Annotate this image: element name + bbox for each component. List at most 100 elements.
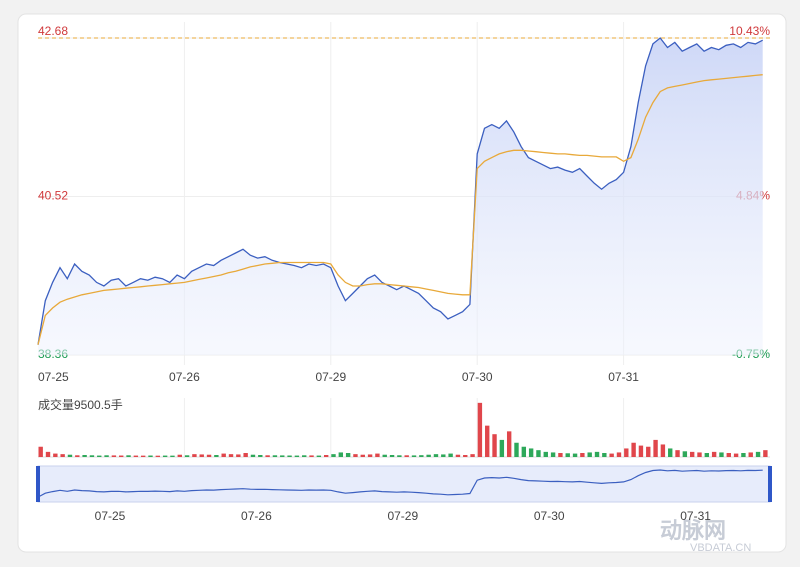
volume-bar (104, 455, 109, 457)
volume-bar (60, 454, 65, 457)
volume-bar (536, 450, 541, 457)
volume-bar (433, 454, 439, 457)
navigator-label: 07-30 (534, 509, 565, 523)
volume-bar (477, 402, 483, 457)
volume-bar (455, 454, 461, 457)
y-tick-label: 42.68 (38, 24, 68, 38)
volume-bar (170, 455, 175, 457)
volume-bar (609, 453, 614, 457)
volume-bar (668, 448, 673, 457)
volume-bar (580, 453, 585, 457)
volume-bar (75, 455, 80, 457)
volume-bar (697, 452, 702, 457)
navigator-label: 07-25 (95, 509, 126, 523)
volume-bar (184, 455, 190, 457)
volume-bar (287, 455, 292, 457)
volume-bar (411, 455, 417, 457)
volume-bar (646, 446, 651, 457)
volume-bar (382, 454, 387, 457)
volume-bar (543, 451, 548, 457)
volume-bar (397, 455, 402, 457)
volume-bar (565, 453, 570, 457)
volume-bar (38, 446, 43, 457)
y2-tick-label: 10.43% (729, 24, 770, 38)
volume-bar (331, 454, 336, 457)
volume-bar (682, 451, 688, 457)
volume-bar (602, 453, 607, 457)
volume-bar (89, 455, 95, 457)
volume-bar (199, 454, 204, 457)
navigator-line (37, 469, 763, 498)
volume-bar (177, 454, 182, 457)
volume-bar (704, 453, 710, 457)
volume-bar (338, 452, 344, 457)
volume-bar (250, 454, 256, 457)
volume-bar (323, 455, 329, 457)
volume-bar (755, 451, 761, 457)
watermark: VBDATA.CN (690, 542, 751, 554)
volume-bar (624, 448, 629, 457)
volume-bar (689, 451, 695, 457)
volume-bar (133, 455, 139, 457)
volume-bar (733, 453, 739, 457)
volume-bar (258, 455, 263, 457)
volume-bar (653, 439, 658, 457)
volume-bar (360, 454, 365, 457)
navigator-label: 07-31 (680, 509, 711, 523)
volume-bar (228, 454, 234, 457)
volume-bar (214, 455, 219, 457)
volume-bar (404, 455, 409, 457)
volume-bar (97, 455, 102, 457)
volume-bar (748, 452, 753, 457)
volume-bar (155, 455, 161, 457)
series-line (37, 74, 763, 345)
volume-bar (719, 452, 724, 457)
volume-bar (389, 455, 395, 457)
volume-bar (316, 455, 322, 457)
card (17, 13, 787, 553)
volume-bar (294, 455, 300, 457)
volume-bar (82, 455, 87, 457)
series-line (37, 37, 763, 345)
volume-bar (272, 455, 278, 457)
navigator-handle (768, 466, 772, 502)
volume-bar (367, 454, 373, 457)
volume-bar (111, 455, 117, 457)
volume-bar (236, 454, 241, 457)
volume-bar (711, 451, 717, 457)
volume-bar (675, 450, 680, 457)
volume-bar (192, 454, 197, 457)
volume-bar (280, 455, 285, 457)
volume-bar (375, 453, 380, 457)
volume-bar (638, 445, 644, 457)
volume-bar (53, 453, 58, 457)
navigator-handle (36, 466, 40, 502)
navigator-label: 07-29 (387, 509, 418, 523)
volume-bar (726, 453, 731, 457)
x-tick-label: 07-29 (315, 370, 346, 384)
volume-bar (419, 455, 424, 457)
volume-bar (763, 450, 768, 457)
volume-bar (243, 453, 248, 457)
x-tick-label: 07-30 (462, 370, 493, 384)
volume-bar (463, 455, 468, 457)
x-tick-label: 07-26 (169, 370, 200, 384)
volume-bar (660, 444, 666, 457)
volume-bar (587, 452, 592, 457)
volume-bar (148, 455, 153, 457)
volume-bar (345, 453, 351, 457)
volume-bar (741, 453, 746, 457)
volume-bar (426, 454, 431, 457)
volume-bar (485, 425, 490, 457)
volume-bar (162, 455, 168, 457)
volume-bar (302, 455, 307, 457)
volume-bar (631, 442, 636, 457)
volume-bar (572, 453, 578, 457)
volume-bar (67, 454, 73, 457)
y-tick-label: 40.52 (38, 189, 68, 203)
navigator-bg (37, 465, 771, 503)
navigator-label: 07-26 (241, 509, 272, 523)
volume-bar (499, 439, 505, 457)
volume-bar (265, 455, 270, 457)
